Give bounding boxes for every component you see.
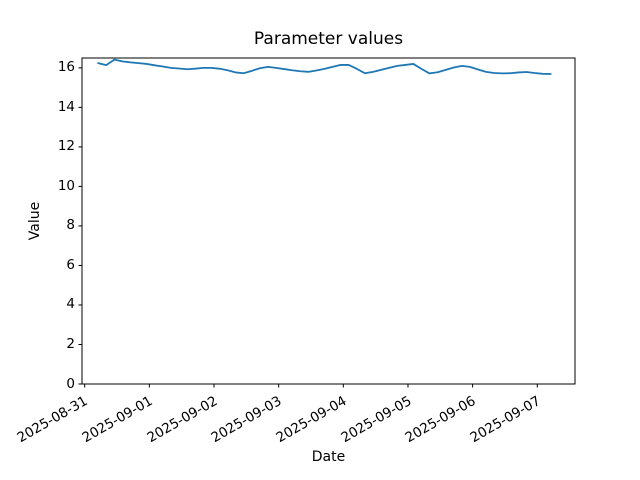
y-tick-label: 10 (57, 177, 75, 194)
y-tick-label: 8 (66, 217, 75, 234)
y-tick-label: 0 (66, 375, 75, 392)
y-tick-label: 4 (66, 296, 75, 313)
y-tick-label: 14 (57, 98, 75, 115)
data-line (97, 58, 552, 75)
y-tick-label: 16 (57, 59, 75, 76)
y-tick-label: 12 (57, 138, 75, 155)
x-axis-label: Date (311, 449, 346, 465)
y-tick-label: 6 (66, 256, 75, 273)
axes-spines (81, 57, 576, 385)
y-tick-label: 2 (66, 335, 75, 352)
chart-title: Parameter values (253, 29, 404, 49)
